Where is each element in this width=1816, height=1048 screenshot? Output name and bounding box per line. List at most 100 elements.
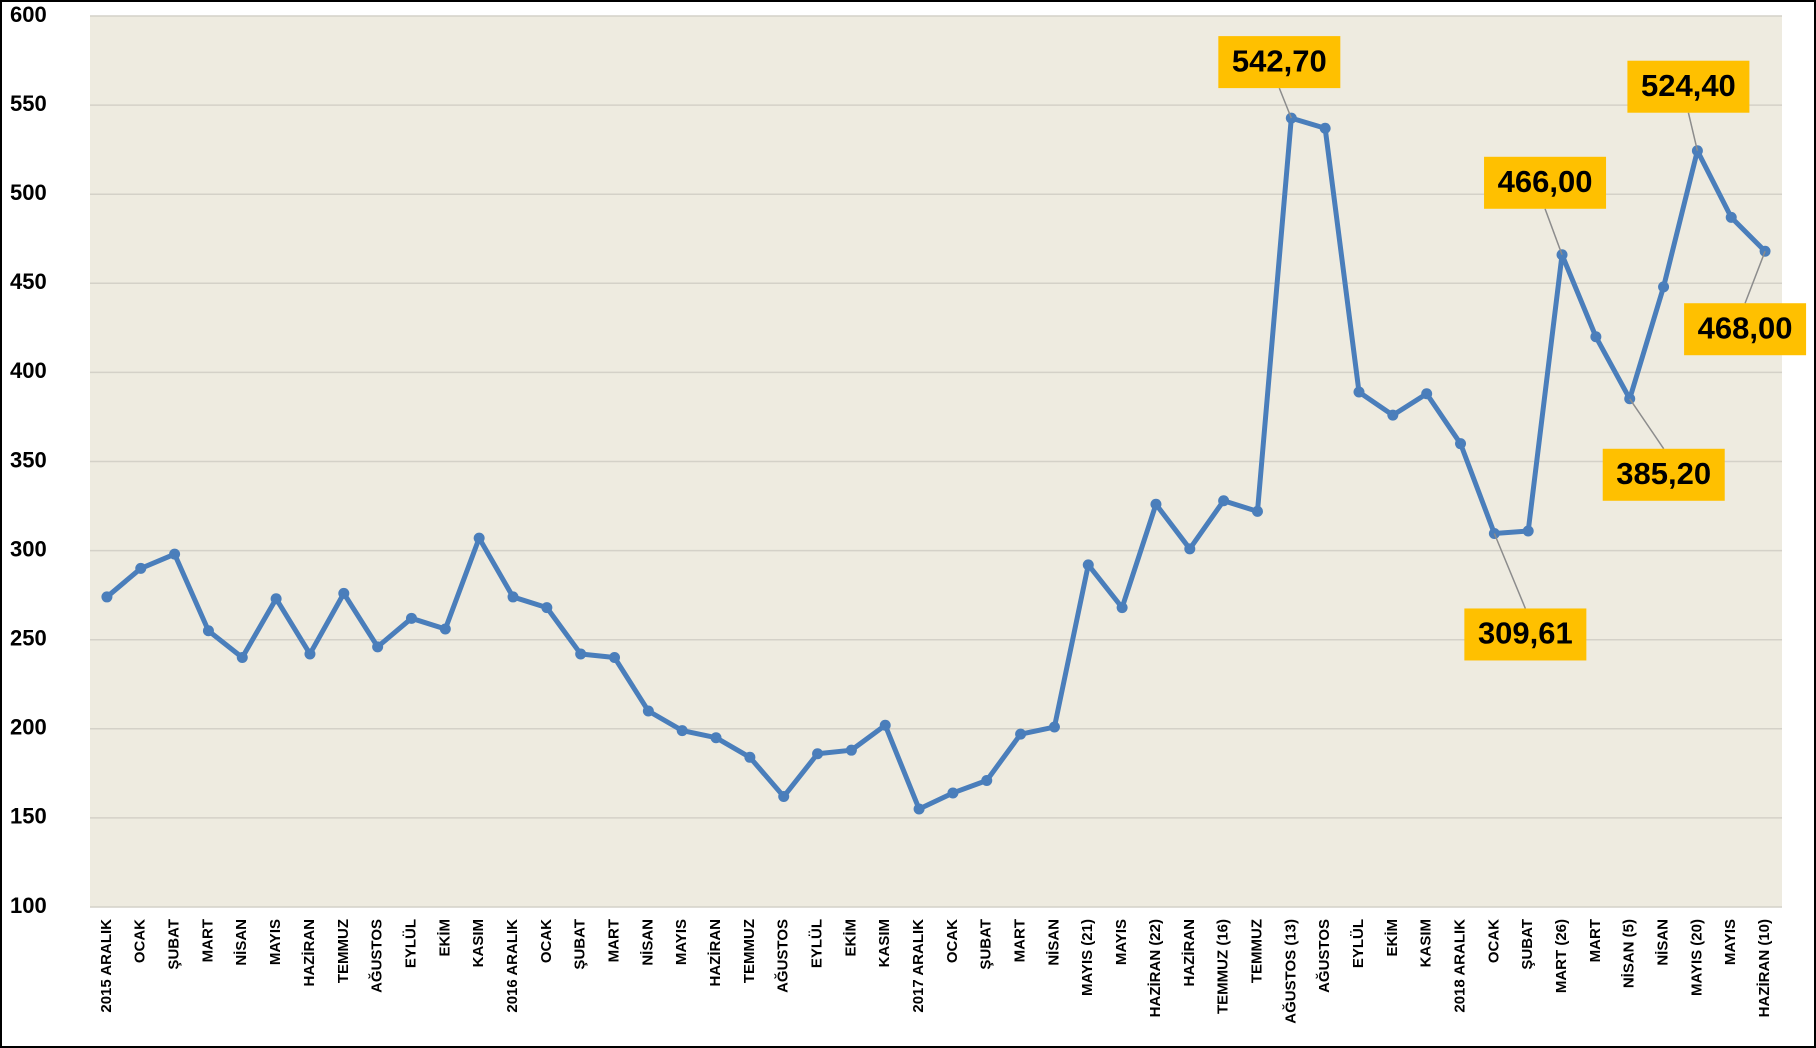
data-label: 309,61 xyxy=(1478,616,1573,651)
y-tick-label: 200 xyxy=(10,715,47,740)
x-tick-label: 2015 ARALIK xyxy=(98,919,115,1013)
x-tick-label: 2016 ARALIK xyxy=(504,919,521,1013)
point xyxy=(236,652,248,664)
leader-line xyxy=(1544,208,1563,256)
point xyxy=(642,705,654,717)
x-tick-label: EKİM xyxy=(1384,919,1401,957)
x-tick-label: TEMMUZ xyxy=(741,919,758,983)
x-tick-label: MART xyxy=(1587,919,1604,962)
point xyxy=(845,744,857,756)
x-tick-label: NİSAN xyxy=(1045,919,1062,966)
point xyxy=(270,593,282,605)
point xyxy=(1522,525,1534,537)
leader-line xyxy=(1744,250,1766,304)
x-tick-label: ŞUBAT xyxy=(978,919,995,970)
data-label-box xyxy=(1627,60,1750,113)
point xyxy=(1421,388,1433,400)
point xyxy=(1725,211,1737,223)
x-tick-label: NİSAN xyxy=(233,919,250,966)
data-label: 542,70 xyxy=(1232,43,1327,78)
x-tick-label: TEMMUZ xyxy=(335,919,352,983)
data-label-box xyxy=(1218,36,1341,89)
point xyxy=(202,625,214,637)
point xyxy=(169,548,181,560)
point xyxy=(507,591,519,603)
x-tick-label: EYLÜL xyxy=(402,919,419,968)
x-tick-label: EKİM xyxy=(436,919,453,957)
point xyxy=(1590,331,1602,343)
data-label: 466,00 xyxy=(1498,164,1593,199)
point xyxy=(439,623,451,635)
y-tick-label: 250 xyxy=(10,626,47,651)
leader-line xyxy=(1493,533,1527,609)
x-tick-label: EYLÜL xyxy=(1350,919,1367,968)
point xyxy=(1218,495,1230,507)
point xyxy=(1455,438,1467,450)
x-tick-label: OCAK xyxy=(132,919,149,963)
point xyxy=(338,587,350,599)
x-tick-label: AĞUSTOS xyxy=(368,919,386,993)
x-tick-label: HAZİRAN xyxy=(707,919,724,987)
x-tick-label: ŞUBAT xyxy=(1519,919,1536,970)
x-tick-label: OCAK xyxy=(944,919,961,963)
x-tick-label: AĞUSTOS xyxy=(774,919,792,993)
data-label-box xyxy=(1602,448,1725,501)
x-tick-label: AĞUSTOS xyxy=(1315,919,1333,993)
point xyxy=(372,641,384,653)
x-tick-label: OCAK xyxy=(1485,919,1502,963)
point xyxy=(1015,728,1027,740)
x-tick-label: TEMMUZ xyxy=(1248,919,1265,983)
point xyxy=(744,751,756,763)
data-label: 524,40 xyxy=(1641,68,1736,103)
point xyxy=(879,719,891,731)
point xyxy=(778,791,790,803)
leader-line xyxy=(1278,87,1293,119)
point xyxy=(609,652,621,664)
x-tick-label: MART xyxy=(199,919,216,962)
y-tick-label: 500 xyxy=(10,180,47,205)
point xyxy=(1353,386,1365,398)
x-tick-label: MAYIS (20) xyxy=(1688,919,1705,996)
x-tick-label: EKİM xyxy=(842,919,859,957)
point xyxy=(1319,122,1331,134)
point xyxy=(304,648,316,660)
point xyxy=(710,732,722,744)
x-tick-label: KASIM xyxy=(1418,919,1435,967)
x-tick-label: KASIM xyxy=(876,919,893,967)
point xyxy=(1387,409,1399,421)
point xyxy=(473,532,485,544)
y-tick-label: 550 xyxy=(10,91,47,116)
y-tick-label: 150 xyxy=(10,804,47,829)
x-tick-label: OCAK xyxy=(538,919,555,963)
point xyxy=(1251,505,1263,517)
data-label-box xyxy=(1464,608,1587,661)
x-tick-label: ŞUBAT xyxy=(572,919,589,970)
x-tick-label: HAZİRAN xyxy=(301,919,318,987)
y-tick-label: 600 xyxy=(10,2,47,27)
data-label-box xyxy=(1684,303,1807,356)
x-tick-label: ŞUBAT xyxy=(166,919,183,970)
x-tick-label: 2018 ARALIK xyxy=(1451,919,1468,1013)
point xyxy=(135,562,147,574)
data-label: 385,20 xyxy=(1616,456,1711,491)
point xyxy=(575,648,587,660)
x-tick-label: 2017 ARALIK xyxy=(910,919,927,1013)
x-tick-label: MAYIS xyxy=(673,919,690,965)
point xyxy=(913,803,925,815)
x-tick-label: NİSAN xyxy=(639,919,656,966)
y-tick-label: 100 xyxy=(10,893,47,918)
x-tick-label: MAYIS xyxy=(267,919,284,965)
point xyxy=(1184,543,1196,555)
point xyxy=(676,725,688,737)
x-tick-label: MAYIS (21) xyxy=(1079,919,1096,996)
point xyxy=(981,774,993,786)
y-tick-label: 350 xyxy=(10,447,47,472)
point xyxy=(812,748,824,760)
point xyxy=(405,612,417,624)
x-tick-label: TEMMUZ (16) xyxy=(1215,919,1232,1014)
data-label: 468,00 xyxy=(1698,310,1793,345)
x-tick-label: MART xyxy=(605,919,622,962)
point xyxy=(1150,498,1162,510)
leader-line xyxy=(1629,398,1665,450)
